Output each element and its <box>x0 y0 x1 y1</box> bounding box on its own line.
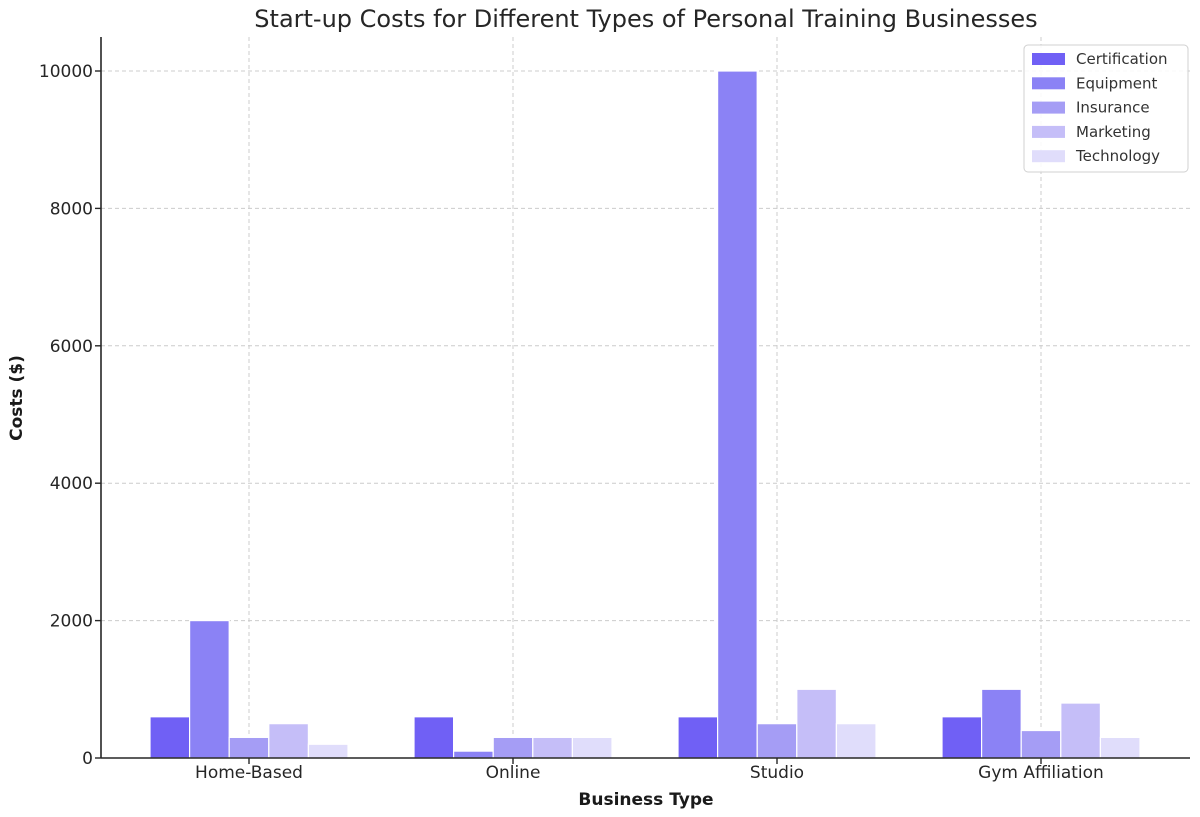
legend-swatch-certification <box>1032 53 1065 65</box>
bar-marketing <box>532 736 573 759</box>
bar-certification <box>413 716 455 759</box>
y-axis-ticks: 0 2000 4000 6000 8000 10000 <box>39 62 101 769</box>
bar-technology <box>1099 736 1141 759</box>
y-tick-label: 8000 <box>50 199 93 219</box>
legend-swatch-insurance <box>1032 101 1065 114</box>
bar-technology <box>571 736 613 759</box>
legend-swatch-equipment <box>1032 77 1065 90</box>
bar-equipment <box>453 750 494 759</box>
bar-marketing <box>796 688 837 759</box>
bar-technology <box>835 723 877 759</box>
legend-label-equipment: Equipment <box>1076 74 1158 92</box>
bar-insurance <box>756 723 798 759</box>
bar-technology <box>307 743 349 759</box>
bar-equipment <box>716 70 758 759</box>
legend-label-technology: Technology <box>1075 147 1160 165</box>
x-tick-label: Home-Based <box>195 763 303 783</box>
bar-insurance <box>228 736 270 759</box>
legend-label-marketing: Marketing <box>1076 123 1151 141</box>
legend-label-insurance: Insurance <box>1076 99 1150 117</box>
bar-group <box>941 688 1141 759</box>
bar-certification <box>149 716 191 759</box>
y-tick-label: 0 <box>82 749 93 769</box>
legend-swatch-marketing <box>1032 125 1065 138</box>
bar-equipment <box>980 688 1022 759</box>
y-tick-label: 2000 <box>50 612 93 632</box>
y-tick-label: 4000 <box>50 474 93 494</box>
x-tick-label: Online <box>486 763 541 783</box>
bar-certification <box>941 716 983 759</box>
x-tick-label: Studio <box>750 763 804 783</box>
bar-marketing <box>1060 702 1102 759</box>
bar-equipment <box>189 619 230 759</box>
y-tick-label: 10000 <box>39 62 93 82</box>
bars <box>149 70 1141 759</box>
bar-group <box>677 70 877 759</box>
x-tick-label: Gym Affiliation <box>978 763 1104 783</box>
legend-label-certification: Certification <box>1076 50 1168 68</box>
bar-insurance <box>1020 729 1062 759</box>
chart-title: Start-up Costs for Different Types of Pe… <box>254 5 1037 33</box>
bar-insurance <box>492 736 534 759</box>
x-axis-ticks: Home-Based Online Studio Gym Affiliation <box>195 758 1104 783</box>
legend: Certification Equipment Insurance Marketing… <box>1023 44 1189 173</box>
bar-certification <box>677 716 719 759</box>
bar-marketing <box>268 723 309 759</box>
bar-group <box>413 716 613 759</box>
axes <box>100 37 1190 759</box>
legend-box <box>1023 44 1189 173</box>
x-axis-label: Business Type <box>578 790 713 810</box>
y-tick-label: 6000 <box>50 337 93 357</box>
legend-swatch-technology <box>1032 150 1065 163</box>
y-axis-label: Costs ($) <box>7 355 27 441</box>
